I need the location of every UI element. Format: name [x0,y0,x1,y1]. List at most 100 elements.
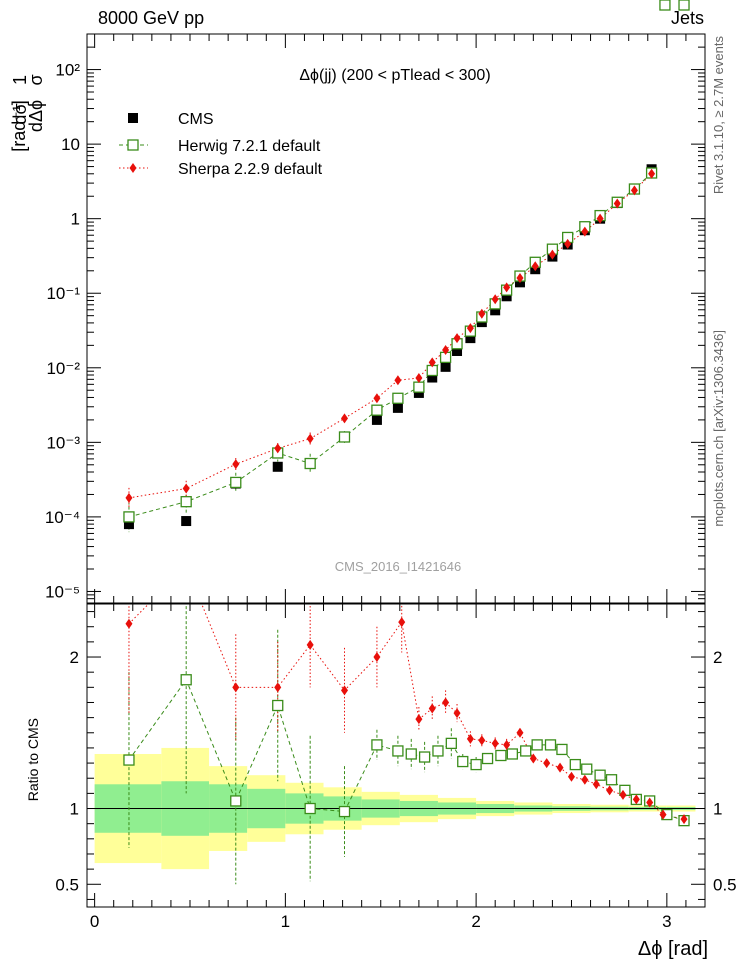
cms-point [501,291,512,302]
sherpa-point [596,213,604,224]
cms-point [490,305,501,316]
sherpa-point [630,185,638,196]
legend-sherpa-marker [129,163,137,173]
herwig-ratio-point [605,774,618,786]
sherpa-point [306,433,314,444]
sherpa-ratio-point [619,789,627,800]
sherpa-point [373,393,381,404]
cms-point [413,387,424,398]
herwig-ratio-point [506,748,519,760]
herwig-ratio-point [123,754,135,766]
herwig-ratio-point [338,805,351,818]
main-y-tick-label: 10⁻⁴ [45,508,80,527]
herwig-point [413,381,425,393]
sherpa-ratio-point [442,697,450,708]
header-right-label: Jets [671,8,704,28]
herwig-ratio-point [392,745,404,757]
sherpa-point [503,282,511,293]
sherpa-point [478,308,486,319]
ratio-y-tick-label-right: 2 [713,648,722,667]
uncertainty-bands [87,747,705,870]
herwig-point [338,431,351,443]
sherpa-ratio-point [415,714,423,725]
herwig-ratio-point [445,737,457,750]
cms-point [465,333,476,344]
sherpa-point [182,483,190,494]
sherpa-ratio-point [274,682,282,693]
herwig-ratio-point [418,751,431,763]
y-label-derivative-den: dΔϕ [26,100,46,132]
herwig-point [678,0,690,11]
cms-point [272,461,283,472]
sherpa-ratio-point [398,617,406,628]
main-plot-marks [123,0,690,533]
main-y-tick-label: 10⁻⁵ [45,582,80,601]
sherpa-point [428,357,436,368]
main-y-tick-label: 10⁻¹ [46,284,80,303]
herwig-point [123,511,135,523]
herwig-ratio-point [304,802,316,815]
sherpa-ratio-point [680,814,688,825]
herwig-ratio-point [531,739,543,751]
ratio-y-tick-label-right: 0.5 [713,875,737,894]
sherpa-ratio-point [125,618,133,629]
herwig-ratio-point [594,769,606,781]
sherpa-ratio-point [659,809,667,820]
sherpa-ratio-point [632,794,640,805]
sherpa-ratio-point [453,708,461,719]
sherpa-point [548,249,556,260]
cms-point [427,372,438,383]
cms-point [440,361,451,372]
sherpa-point [564,238,572,249]
legend-cms-marker [128,113,138,123]
main-frame [86,33,706,604]
sherpa-ratio-point [373,652,381,663]
rivet-side-label: Rivet 3.1.10, ≥ 2.7M events [711,36,726,195]
sherpa-point [613,198,621,209]
sherpa-ratio-point [232,682,240,693]
cms-point [452,345,463,356]
cms-point [181,516,192,527]
sherpa-ratio-point [543,758,551,769]
sherpa-point [442,345,450,356]
sherpa-point [531,261,539,272]
sherpa-point [415,372,423,383]
sherpa-ratio-point [646,797,654,808]
legend-label: Herwig 7.2.1 default [178,138,321,155]
sherpa-ratio-point [466,733,474,744]
y-label-units: [rad⁻¹] [9,100,29,152]
herwig-ratio-point [581,763,593,775]
ratio-y-tick-label: 2 [70,648,79,667]
sherpa-point [453,333,461,344]
header-left-label: 8000 GeV pp [98,8,204,28]
plot-title: Δϕ(jj) (200 < pTlead < 300) [299,67,490,84]
legend-herwig-marker [127,139,139,151]
sherpa-ratio-point [516,727,524,738]
x-tick-label: 2 [471,912,480,931]
main-y-tick-label: 10⁻³ [46,433,80,452]
herwig-ratio-point [495,749,507,762]
y-label-fraction-den: σ [26,74,46,85]
ratio-frame [86,603,706,908]
sherpa-point [581,226,589,237]
sherpa-ratio-point [306,639,314,650]
herwig-ratio-point [272,699,284,712]
legend-label: Sherpa 2.2.9 default [178,161,323,178]
herwig-ratio-point [544,739,557,751]
main-y-tick-label: 10² [55,61,80,80]
ratio-clipped-marks [123,604,690,885]
herwig-ratio-line [128,678,685,822]
sherpa-line [128,173,652,499]
herwig-ratio-point [230,795,242,807]
sherpa-ratio-point [581,774,589,785]
cms-point [392,402,403,413]
y-label-derivative-num: dσ [10,103,30,124]
sherpa-ratio-point [567,771,575,782]
y-label-fraction-num: 1 [10,75,30,85]
sherpa-ratio-point [529,753,537,764]
watermark-label: CMS_2016_I1421646 [335,559,462,574]
mcplots-side-label: mcplots.cern.ch [arXiv:1306.3436] [711,330,726,527]
sherpa-point [232,459,240,470]
legend: CMS Herwig 7.2.1 default Sherpa 2.2.9 defa… [119,111,323,178]
